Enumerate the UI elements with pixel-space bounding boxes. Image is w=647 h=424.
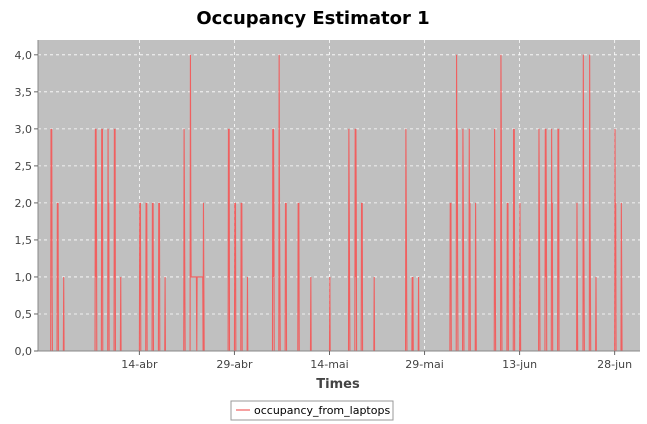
y-tick-label: 1,5 <box>15 234 33 247</box>
y-tick-label: 0,5 <box>15 308 33 321</box>
x-tick-label: 29-abr <box>216 358 253 371</box>
chart-title: Occupancy Estimator 1 <box>196 8 429 29</box>
y-tick-label: 2,0 <box>15 197 33 210</box>
y-tick-label: 3,0 <box>15 123 33 136</box>
x-axis-label: Times <box>316 377 360 392</box>
series-line <box>38 54 640 352</box>
x-tick-label: 28-jun <box>597 358 632 371</box>
y-axis-ticks: 0,0 0,5 1,0 1,5 2,0 2,5 3,0 3,5 4,0 <box>15 49 38 358</box>
x-axis-ticks: 14-abr 29-abr 14-mai 29-mai 13-jun 28-jun <box>121 351 632 371</box>
y-tick-label: 3,5 <box>15 86 33 99</box>
series-layer <box>38 54 640 352</box>
legend: occupancy_from_laptops <box>230 400 394 421</box>
y-tick-label: 4,0 <box>15 49 33 62</box>
x-tick-label: 14-abr <box>121 358 158 371</box>
legend-box <box>230 400 394 421</box>
plot-area <box>38 40 640 351</box>
y-tick-label: 1,0 <box>15 271 33 284</box>
y-tick-label: 2,5 <box>15 160 33 173</box>
legend-label: occupancy_from_laptops <box>254 404 390 417</box>
x-tick-label: 14-mai <box>310 358 348 371</box>
y-tick-label: 0,0 <box>15 345 33 358</box>
x-tick-label: 29-mai <box>405 358 443 371</box>
x-tick-label: 13-jun <box>502 358 537 371</box>
